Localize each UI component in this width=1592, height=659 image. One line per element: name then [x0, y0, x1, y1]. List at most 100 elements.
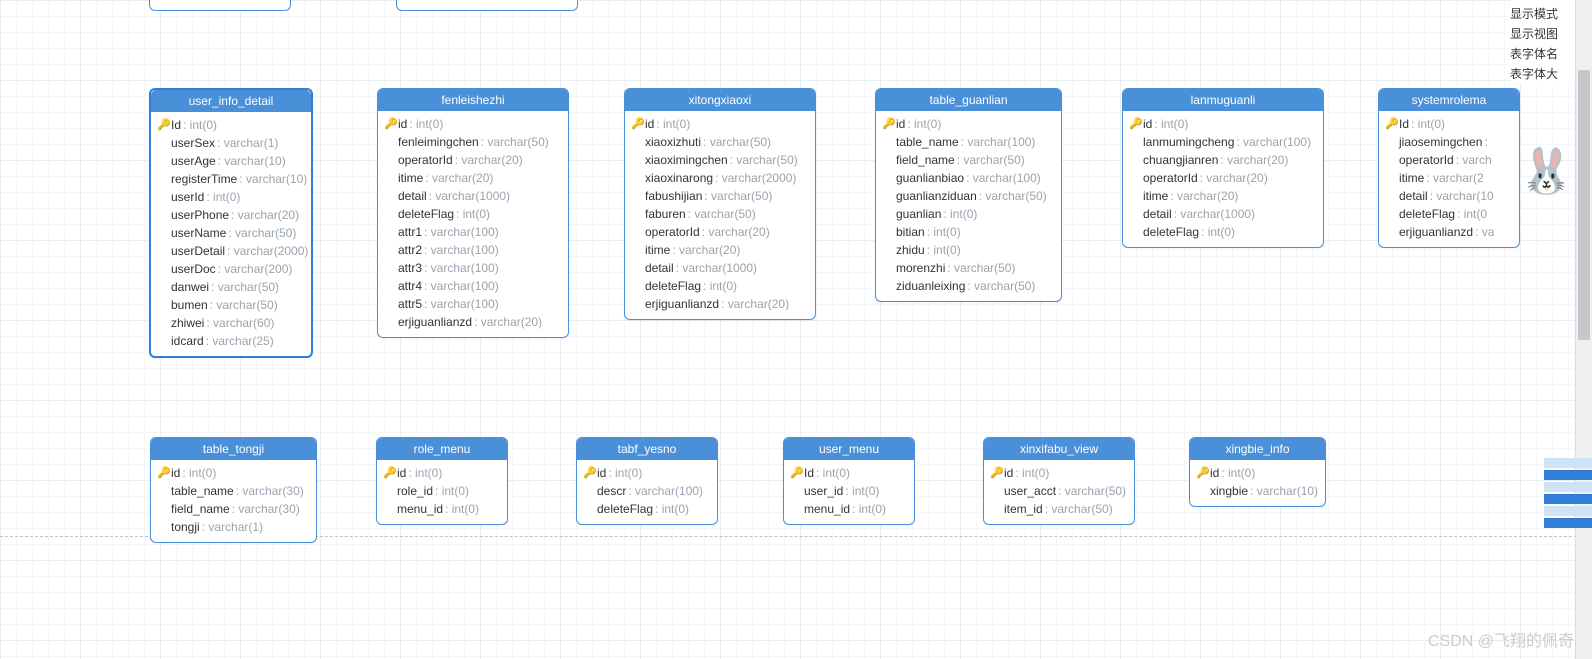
field-row[interactable]: xiaoxizhuti: varchar(50)	[631, 133, 809, 151]
field-row[interactable]: item_id: varchar(50)	[990, 500, 1128, 518]
table-user_info_detail[interactable]: user_info_detail 🔑Id: int(0)userSex: varc…	[149, 88, 313, 358]
field-row[interactable]: menu_id: int(0)	[790, 500, 908, 518]
field-row[interactable]: operatorId: varch	[1385, 151, 1513, 169]
field-row[interactable]: detail: varchar(10	[1385, 187, 1513, 205]
table-role_menu[interactable]: role_menu 🔑id: int(0)role_id: int(0)menu_…	[376, 437, 508, 525]
table-header[interactable]: role_menu	[377, 438, 507, 460]
field-row[interactable]: detail: varchar(1000)	[1129, 205, 1317, 223]
field-row[interactable]: bitian: int(0)	[882, 223, 1055, 241]
field-row[interactable]: 🔑Id: int(0)	[790, 464, 908, 482]
field-row[interactable]: attr2: varchar(100)	[384, 241, 562, 259]
field-row[interactable]: 🔑id: int(0)	[990, 464, 1128, 482]
field-row[interactable]: 🔑id: int(0)	[1129, 115, 1317, 133]
field-row[interactable]: attr3: varchar(100)	[384, 259, 562, 277]
field-row[interactable]: jiaosemingchen:	[1385, 133, 1513, 151]
field-row[interactable]: deleteFlag: int(0)	[384, 205, 562, 223]
field-row[interactable]: operatorId: varchar(20)	[631, 223, 809, 241]
table-header[interactable]: systemrolema	[1379, 89, 1519, 111]
table-xingbie_info[interactable]: xingbie_info 🔑id: int(0)xingbie: varchar(…	[1189, 437, 1326, 507]
field-row[interactable]: itime: varchar(20)	[1129, 187, 1317, 205]
field-row[interactable]: deleteFlag: int(0	[1385, 205, 1513, 223]
field-row[interactable]: userDoc: varchar(200)	[157, 260, 305, 278]
scrollbar-thumb[interactable]	[1578, 70, 1590, 340]
field-row[interactable]: 🔑Id: int(0)	[1385, 115, 1513, 133]
field-row[interactable]: registerTime: varchar(10)	[157, 170, 305, 188]
field-row[interactable]: field_name: varchar(50)	[882, 151, 1055, 169]
table-table_guanlian[interactable]: table_guanlian 🔑id: int(0)table_name: var…	[875, 88, 1062, 302]
field-row[interactable]: tongji: varchar(1)	[157, 518, 310, 536]
table-header[interactable]: tabf_yesno	[577, 438, 717, 460]
field-row[interactable]: ziduanleixing: varchar(50)	[882, 277, 1055, 295]
field-row[interactable]: user_acct: varchar(50)	[990, 482, 1128, 500]
field-row[interactable]: userDetail: varchar(2000)	[157, 242, 305, 260]
field-row[interactable]: userId: int(0)	[157, 188, 305, 206]
field-row[interactable]: userPhone: varchar(20)	[157, 206, 305, 224]
field-row[interactable]: guanlian: int(0)	[882, 205, 1055, 223]
field-row[interactable]: 🔑Id: int(0)	[157, 116, 305, 134]
field-row[interactable]: 🔑id: int(0)	[383, 464, 501, 482]
field-row[interactable]: menu_id: int(0)	[383, 500, 501, 518]
field-row[interactable]: table_name: varchar(100)	[882, 133, 1055, 151]
field-row[interactable]: itime: varchar(20)	[384, 169, 562, 187]
field-row[interactable]: 🔑id: int(0)	[1196, 464, 1319, 482]
table-fenleishezhi[interactable]: fenleishezhi 🔑id: int(0)fenleimingchen: v…	[377, 88, 569, 338]
table-header[interactable]: xinxifabu_view	[984, 438, 1134, 460]
field-row[interactable]: 🔑id: int(0)	[583, 464, 711, 482]
vertical-scrollbar[interactable]	[1575, 0, 1592, 659]
field-row[interactable]: 🔑id: int(0)	[157, 464, 310, 482]
field-row[interactable]: operatorId: varchar(20)	[1129, 169, 1317, 187]
table-user_menu[interactable]: user_menu 🔑Id: int(0)user_id: int(0)menu_…	[783, 437, 915, 525]
table-xinxifabu_view[interactable]: xinxifabu_view 🔑id: int(0)user_acct: varc…	[983, 437, 1135, 525]
table-stub[interactable]	[396, 0, 578, 11]
table-tabf_yesno[interactable]: tabf_yesno 🔑id: int(0)descr: varchar(100)…	[576, 437, 718, 525]
field-row[interactable]: erjiguanlianzd: varchar(20)	[384, 313, 562, 331]
field-row[interactable]: chuangjianren: varchar(20)	[1129, 151, 1317, 169]
field-row[interactable]: itime: varchar(20)	[631, 241, 809, 259]
field-row[interactable]: role_id: int(0)	[383, 482, 501, 500]
field-row[interactable]: 🔑id: int(0)	[384, 115, 562, 133]
field-row[interactable]: xiaoximingchen: varchar(50)	[631, 151, 809, 169]
table-header[interactable]: xitongxiaoxi	[625, 89, 815, 111]
table-stub[interactable]	[149, 0, 291, 11]
field-row[interactable]: 🔑id: int(0)	[882, 115, 1055, 133]
field-row[interactable]: xiaoxinarong: varchar(2000)	[631, 169, 809, 187]
field-row[interactable]: guanlianbiao: varchar(100)	[882, 169, 1055, 187]
field-row[interactable]: attr1: varchar(100)	[384, 223, 562, 241]
field-row[interactable]: lanmumingcheng: varchar(100)	[1129, 133, 1317, 151]
field-row[interactable]: userName: varchar(50)	[157, 224, 305, 242]
field-row[interactable]: itime: varchar(2	[1385, 169, 1513, 187]
field-row[interactable]: attr4: varchar(100)	[384, 277, 562, 295]
field-row[interactable]: table_name: varchar(30)	[157, 482, 310, 500]
field-row[interactable]: operatorId: varchar(20)	[384, 151, 562, 169]
field-row[interactable]: user_id: int(0)	[790, 482, 908, 500]
table-header[interactable]: lanmuguanli	[1123, 89, 1323, 111]
field-row[interactable]: descr: varchar(100)	[583, 482, 711, 500]
field-row[interactable]: fenleimingchen: varchar(50)	[384, 133, 562, 151]
field-row[interactable]: xingbie: varchar(10)	[1196, 482, 1319, 500]
table-lanmuguanli[interactable]: lanmuguanli 🔑id: int(0)lanmumingcheng: va…	[1122, 88, 1324, 248]
field-row[interactable]: fabushijian: varchar(50)	[631, 187, 809, 205]
table-header[interactable]: user_info_detail	[151, 90, 311, 112]
field-row[interactable]: morenzhi: varchar(50)	[882, 259, 1055, 277]
field-row[interactable]: field_name: varchar(30)	[157, 500, 310, 518]
field-row[interactable]: detail: varchar(1000)	[384, 187, 562, 205]
field-row[interactable]: 🔑id: int(0)	[631, 115, 809, 133]
field-row[interactable]: idcard: varchar(25)	[157, 332, 305, 350]
field-row[interactable]: userSex: varchar(1)	[157, 134, 305, 152]
field-row[interactable]: bumen: varchar(50)	[157, 296, 305, 314]
table-header[interactable]: table_tongji	[151, 438, 316, 460]
field-row[interactable]: zhidu: int(0)	[882, 241, 1055, 259]
field-row[interactable]: zhiwei: varchar(60)	[157, 314, 305, 332]
field-row[interactable]: deleteFlag: int(0)	[1129, 223, 1317, 241]
table-header[interactable]: fenleishezhi	[378, 89, 568, 111]
table-header[interactable]: xingbie_info	[1190, 438, 1325, 460]
table-systemrolema[interactable]: systemrolema 🔑Id: int(0)jiaosemingchen:op…	[1378, 88, 1520, 248]
table-header[interactable]: table_guanlian	[876, 89, 1061, 111]
field-row[interactable]: userAge: varchar(10)	[157, 152, 305, 170]
field-row[interactable]: attr5: varchar(100)	[384, 295, 562, 313]
field-row[interactable]: deleteFlag: int(0)	[583, 500, 711, 518]
field-row[interactable]: deleteFlag: int(0)	[631, 277, 809, 295]
field-row[interactable]: detail: varchar(1000)	[631, 259, 809, 277]
field-row[interactable]: erjiguanlianzd: va	[1385, 223, 1513, 241]
table-header[interactable]: user_menu	[784, 438, 914, 460]
